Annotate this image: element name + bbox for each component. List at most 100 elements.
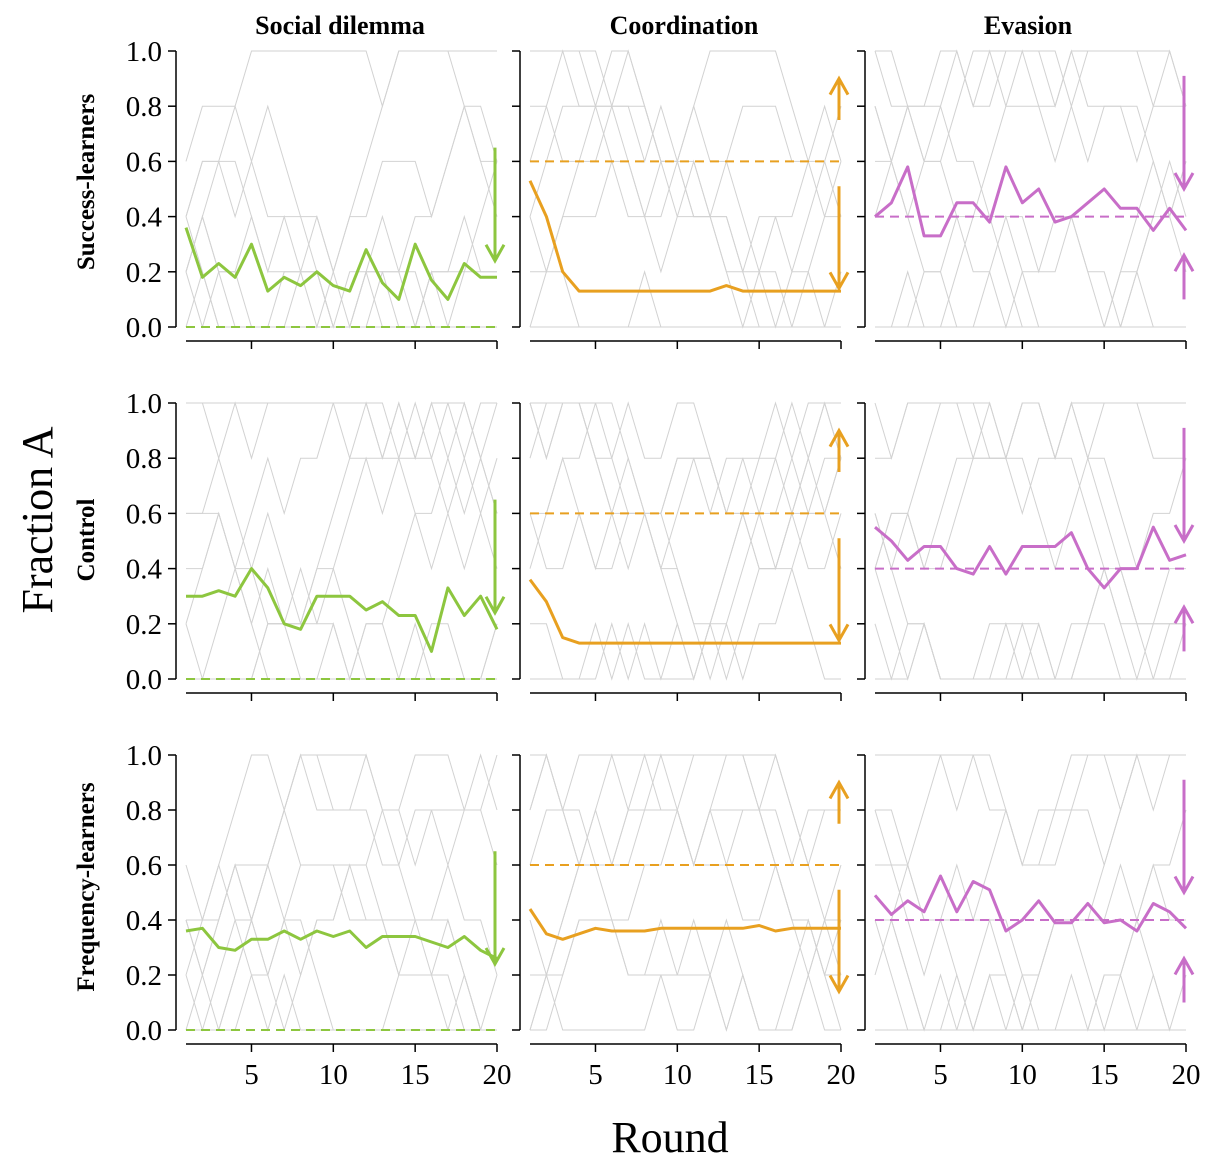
column-title-evasion: Evasion [984,11,1073,40]
group-trajectory-line [530,50,841,218]
group-trajectory-line [186,401,498,626]
arrow-down-head [828,623,850,644]
arrow-down-head [484,244,506,264]
group-trajectory-line [186,401,498,625]
group-trajectory-line [530,511,842,681]
y-tick-label: 0.4 [126,202,163,234]
column-title-social-dilemma: Social dilemma [255,11,425,40]
arrow-down-head [828,271,850,292]
group-trajectory-line [874,49,1187,219]
group-trajectory-line [529,159,841,328]
panel-1 [512,49,850,349]
panels-group: 0.00.20.40.60.81.00.00.20.40.60.81.00.00… [126,36,1201,1091]
arrow-up-head [828,779,850,800]
y-tick-label: 0.6 [126,146,162,178]
arrow-up-head [1173,955,1195,976]
group-trajectory-line [875,402,1186,625]
row-title-success-learners: Success-learners [73,94,100,271]
group-trajectory-line [185,919,497,1031]
panel-4 [512,401,850,701]
group-trajectory-line [530,918,842,1031]
arrow-down-head [828,974,850,995]
group-trajectory-line [529,49,842,328]
x-tick-label: 20 [827,1059,856,1091]
y-tick-label: 0.0 [126,664,162,696]
y-tick-label: 0.0 [126,1015,162,1047]
group-trajectory-line [530,270,842,328]
group-trajectory-line [530,456,842,681]
y-axis-label: Fraction A [13,426,62,613]
arrow-down-head [1173,875,1195,896]
mean-line [528,908,841,941]
group-trajectory-line [185,50,497,162]
arrow-down-head [484,947,506,968]
panel-0: 0.0 0.2 0.4 0.6 0.8 1.0 [126,36,506,349]
arrow-down-head [484,596,506,616]
y-tick-label: 0.2 [126,609,162,641]
group-trajectory-line [186,401,497,680]
column-title-coordination: Coordination [610,11,759,40]
group-trajectory-line [185,104,498,274]
y-tick-label: 0.4 [126,554,163,586]
row-title-control: Control [73,499,100,582]
y-tick-label: 0.8 [126,443,162,475]
panel-8: 5 10 15 20 [857,753,1201,1091]
x-axis-label: Round [611,1113,728,1160]
arrow-up-head [1173,604,1195,624]
y-tick-label: 0.2 [126,257,162,289]
group-trajectory-line [529,753,842,1031]
arrow-down-head [1173,524,1195,545]
x-tick-label: 10 [319,1059,348,1091]
group-trajectory-line [875,216,1186,328]
panel-5 [857,401,1195,701]
group-trajectory-line [875,214,1187,329]
group-trajectory-line [185,456,498,681]
y-tick-label: 1.0 [126,740,162,772]
group-trajectory-line [875,919,1186,1032]
mean-line [528,578,841,645]
mean-line [874,525,1187,590]
group-trajectory-line [874,863,1186,1032]
panel-6: 0.0 0.2 0.4 0.6 0.8 1.0 5 10 15 20 [126,740,512,1091]
mean-line [873,874,1188,933]
group-trajectory-line [874,50,1186,328]
group-trajectory-line [875,754,1186,867]
x-tick-label: 20 [1172,1059,1201,1091]
group-trajectory-line [186,401,498,514]
group-trajectory-line [874,49,1187,273]
arrow-down-head [1173,172,1195,193]
y-tick-label: 0.8 [126,795,162,827]
x-tick-label: 5 [588,1059,603,1091]
x-tick-label: 15 [1090,1059,1119,1091]
group-trajectory-line [875,863,1187,1032]
x-tick-label: 15 [745,1059,774,1091]
group-trajectory-line [529,50,842,217]
group-trajectory-line [874,918,1186,1031]
y-tick-label: 1.0 [126,36,162,68]
group-trajectory-line [529,401,842,571]
group-trajectory-line [529,808,841,977]
group-trajectory-line [874,754,1186,977]
y-tick-label: 0.6 [126,498,162,530]
group-trajectory-line [186,401,498,514]
x-tick-label: 5 [933,1059,948,1091]
group-trajectory-line [186,754,498,921]
group-trajectory-line [529,402,841,680]
group-trajectory-line [530,161,842,328]
group-trajectory-line [185,808,498,1031]
arrow-up-head [828,427,850,448]
arrow-up-head [1173,252,1195,272]
x-tick-label: 20 [483,1059,512,1091]
group-trajectory-line [874,49,1187,217]
group-trajectory-line [529,754,841,1031]
mean-line [185,926,498,960]
group-trajectory-line [875,754,1186,867]
y-tick-label: 0.2 [126,960,162,992]
group-trajectory-line [529,753,842,922]
mean-line [184,227,497,301]
group-trajectory-line [186,568,498,680]
group-trajectory-line [185,753,497,1031]
panel-2 [857,49,1195,349]
y-tick-label: 0.4 [126,905,163,937]
